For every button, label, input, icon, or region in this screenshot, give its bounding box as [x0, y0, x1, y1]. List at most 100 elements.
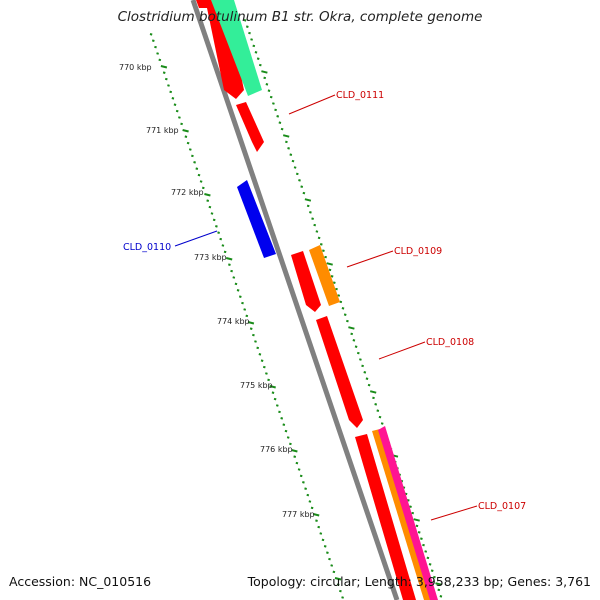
scale-tick-major: [369, 390, 377, 394]
scale-tick-minor: [306, 493, 310, 497]
callout-line-cld0110: [174, 230, 218, 247]
scale-tick-minor: [324, 255, 327, 259]
scale-tick-major: [204, 193, 211, 197]
scale-tick-minor: [326, 551, 329, 554]
scale-tick-major: [291, 449, 298, 453]
scale-tick-major: [326, 262, 333, 266]
scale-tick-minor: [243, 308, 247, 311]
scale-label: 775 kbp: [240, 381, 273, 390]
scale-tick-minor: [356, 351, 360, 355]
scale-tick-major: [282, 134, 290, 138]
scale-tick-minor: [164, 77, 168, 81]
gene-feature-red-2[interactable]: [207, 8, 244, 99]
scale-tick-minor: [343, 313, 347, 316]
scale-tick-minor: [149, 33, 153, 36]
gene-feature-red-6[interactable]: [355, 434, 416, 600]
scale-tick-minor: [245, 25, 249, 28]
scale-tick-minor: [323, 545, 327, 548]
scale-tick-minor: [210, 212, 214, 215]
scale-tick-minor: [367, 383, 371, 387]
gene-feature-red-4[interactable]: [291, 251, 321, 312]
scale-tick-minor: [238, 295, 242, 298]
scale-tick-minor: [178, 116, 181, 119]
gene-label-cld0108[interactable]: CLD_0108: [426, 337, 474, 348]
scale-tick-minor: [335, 287, 338, 291]
scale-tick-minor: [302, 191, 306, 195]
gene-feature-aqua[interactable]: [211, 0, 262, 96]
scale-tick-minor: [175, 109, 179, 113]
scale-label: 777 kbp: [282, 510, 315, 519]
scale-tick-minor: [339, 300, 343, 304]
scale-tick-minor: [197, 173, 201, 177]
scale-tick-minor: [361, 364, 364, 368]
scale-tick-minor: [273, 397, 277, 401]
scale-tick-minor: [221, 244, 225, 247]
gene-feature-orange[interactable]: [309, 245, 340, 306]
scale-tick-minor: [278, 121, 282, 124]
scale-tick-minor: [315, 230, 319, 233]
scale-tick-minor: [298, 179, 301, 182]
scale-tick-minor: [219, 237, 223, 241]
scale-tick-minor: [249, 327, 253, 330]
scale-tick-minor: [433, 575, 436, 579]
gene-label-cld0110[interactable]: CLD_0110: [123, 242, 171, 253]
scale-tick-minor: [186, 141, 190, 145]
scale-tick-minor: [289, 442, 292, 446]
gene-feature-red-5[interactable]: [316, 316, 363, 428]
scale-tick-major: [247, 321, 255, 325]
scale-tick-minor: [308, 500, 312, 503]
scale-tick-minor: [208, 205, 212, 209]
scale-tick-minor: [380, 422, 384, 425]
scale-tick-minor: [280, 127, 284, 131]
scale-tick-minor: [245, 314, 249, 318]
scale-tick-minor: [293, 455, 297, 458]
gene-label-cld0109[interactable]: CLD_0109: [394, 246, 442, 257]
scale-tick-minor: [317, 525, 321, 529]
scale-tick-major: [435, 582, 442, 586]
gene-feature-magenta[interactable]: [378, 426, 438, 600]
scale-tick-minor: [158, 58, 162, 62]
gene-label-cld0107[interactable]: CLD_0107: [478, 501, 526, 512]
scale-tick-minor: [188, 148, 192, 151]
gene-label-cld0111[interactable]: CLD_0111: [336, 90, 384, 101]
scale-tick-minor: [256, 346, 260, 350]
scale-tick-minor: [162, 71, 166, 74]
scale-tick-minor: [156, 52, 159, 55]
scale-tick-minor: [352, 339, 356, 342]
scale-tick-minor: [265, 372, 268, 375]
scale-label: 771 kbp: [146, 126, 179, 135]
scale-tick-minor: [193, 161, 196, 164]
scale-label: 770 kbp: [119, 63, 152, 72]
scale-tick-minor: [228, 263, 231, 266]
scale-tick-minor: [265, 83, 269, 86]
scale-tick-minor: [248, 31, 251, 35]
scale-tick-minor: [171, 97, 175, 100]
gene-feature-blue[interactable]: [237, 180, 276, 258]
scale-tick-minor: [426, 556, 430, 560]
scale-tick-minor: [304, 487, 307, 490]
scale-tick-minor: [437, 588, 441, 592]
scale-tick-minor: [285, 140, 288, 144]
scale-tick-major: [261, 70, 268, 74]
scale-tick-minor: [372, 396, 375, 400]
scale-tick-minor: [236, 289, 240, 292]
scale-tick-minor: [252, 44, 256, 48]
callout-line-cld0107: [430, 505, 478, 521]
scale-tick-minor: [256, 57, 260, 60]
scale-tick-minor: [428, 563, 432, 566]
genome-backbone: [190, 0, 400, 600]
scale-label: 772 kbp: [171, 188, 204, 197]
scale-tick-minor: [319, 243, 323, 246]
gene-feature-orange-2[interactable]: [372, 429, 431, 600]
scale-tick-minor: [169, 90, 173, 94]
scale-tick-minor: [269, 95, 273, 99]
scale-tick-minor: [230, 269, 233, 273]
scale-tick-minor: [184, 135, 188, 138]
scale-tick-major: [269, 385, 276, 389]
scale-tick-minor: [302, 481, 305, 484]
scale-tick-minor: [411, 511, 415, 515]
gene-feature-red-3[interactable]: [236, 102, 264, 152]
scale-tick-minor: [420, 537, 423, 540]
scale-tick-minor: [341, 307, 345, 310]
